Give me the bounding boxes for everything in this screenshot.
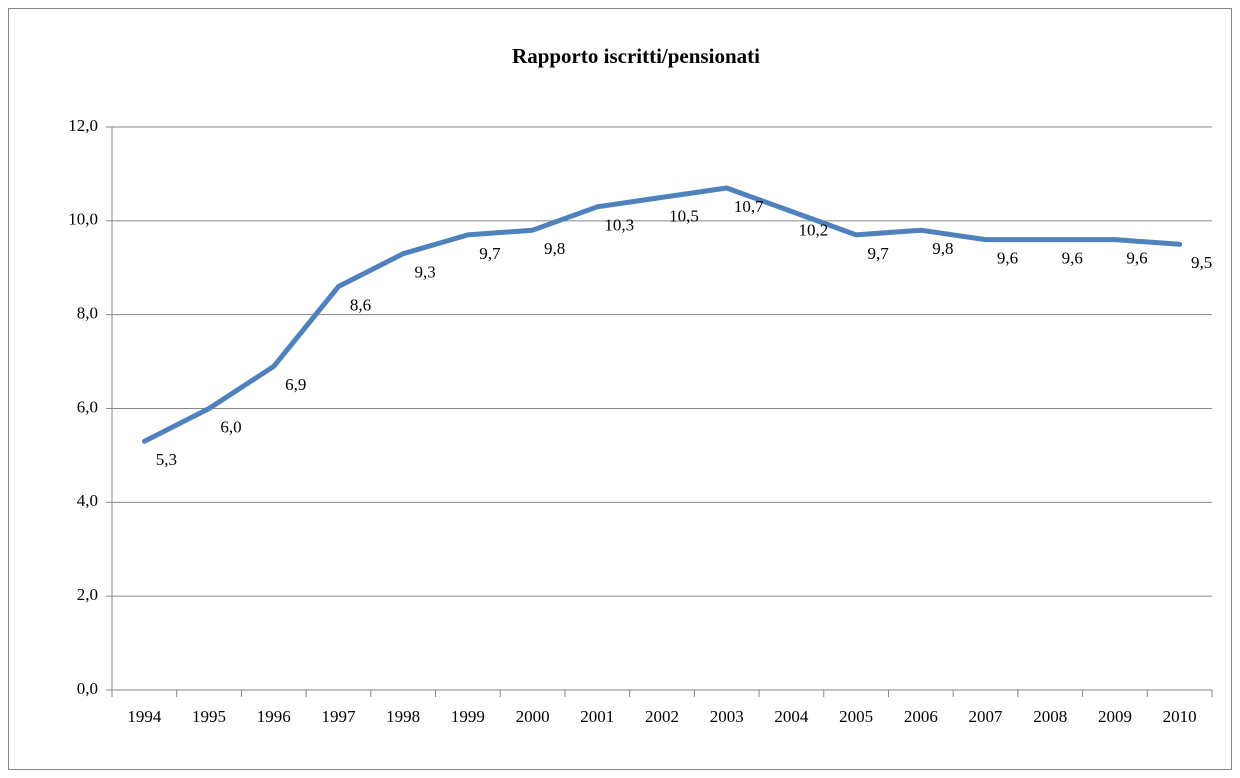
- x-tick-label: 2004: [774, 707, 809, 726]
- x-tick-label: 2007: [969, 707, 1004, 726]
- data-label: 8,6: [350, 295, 371, 314]
- data-label: 9,6: [997, 249, 1018, 268]
- data-label: 10,5: [669, 206, 699, 225]
- x-tick-label: 2010: [1163, 707, 1197, 726]
- data-label: 9,3: [415, 263, 436, 282]
- y-tick-label: 4,0: [77, 491, 98, 510]
- data-label: 9,5: [1191, 253, 1212, 272]
- x-tick-label: 2006: [904, 707, 938, 726]
- data-label: 9,8: [932, 239, 953, 258]
- data-label: 6,9: [285, 375, 306, 394]
- x-tick-label: 1994: [127, 707, 162, 726]
- chart-border: [8, 8, 1232, 770]
- data-label: 10,2: [799, 220, 829, 239]
- x-tick-label: 2005: [839, 707, 873, 726]
- y-tick-label: 8,0: [77, 304, 98, 323]
- x-tick-label: 2000: [516, 707, 550, 726]
- x-tick-label: 1995: [192, 707, 226, 726]
- data-label: 6,0: [220, 417, 241, 436]
- x-tick-label: 1999: [451, 707, 485, 726]
- data-label: 9,6: [1126, 249, 1147, 268]
- data-label: 9,8: [544, 239, 565, 258]
- x-tick-label: 2001: [580, 707, 614, 726]
- x-tick-label: 1998: [386, 707, 420, 726]
- y-tick-label: 2,0: [77, 585, 98, 604]
- data-label: 9,6: [1062, 249, 1083, 268]
- y-tick-label: 12,0: [68, 116, 98, 135]
- x-tick-label: 2002: [645, 707, 679, 726]
- x-tick-label: 1996: [257, 707, 291, 726]
- data-line: [141, 185, 1183, 444]
- chart-title: Rapporto iscritti/pensionati: [512, 44, 760, 68]
- x-tick-label: 2003: [710, 707, 744, 726]
- data-label: 10,3: [604, 216, 634, 235]
- data-label: 9,7: [479, 244, 501, 263]
- data-label: 5,3: [156, 450, 177, 469]
- y-tick-label: 10,0: [68, 210, 98, 229]
- data-label: 10,7: [734, 197, 764, 216]
- data-label: 9,7: [867, 244, 889, 263]
- y-tick-label: 0,0: [77, 679, 98, 698]
- x-tick-label: 1997: [321, 707, 356, 726]
- y-tick-label: 6,0: [77, 397, 98, 416]
- x-tick-label: 2008: [1033, 707, 1067, 726]
- x-tick-label: 2009: [1098, 707, 1132, 726]
